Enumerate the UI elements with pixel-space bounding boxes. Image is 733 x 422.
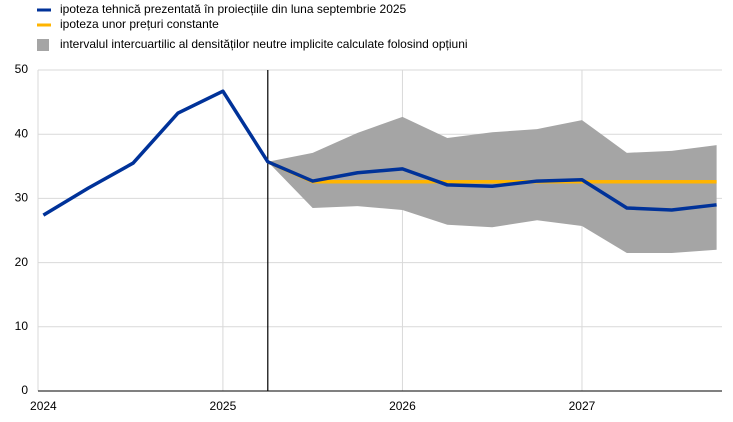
y-tick-label: 10 [15,319,29,333]
x-tick-label: 2026 [389,399,416,413]
legend-swatch [37,39,49,51]
y-tick-label: 20 [15,255,29,269]
x-tick-label: 2025 [210,399,237,413]
y-tick-label: 0 [21,383,28,397]
legend: ipoteza tehnică prezentată în proiecțiil… [37,2,468,51]
y-tick-label: 50 [15,62,29,76]
legend-label: ipoteza unor prețuri constante [60,17,219,31]
y-tick-label: 30 [15,191,29,205]
x-tick-label: 2027 [569,399,596,413]
series-line [267,160,717,184]
x-tick-label: 2024 [30,399,57,413]
legend-label: intervalul intercuartilic al densitățilo… [60,37,468,51]
y-tick-label: 40 [15,126,29,140]
series-line [42,89,717,217]
legend-label: ipoteza tehnică prezentată în proiecțiil… [60,2,407,16]
